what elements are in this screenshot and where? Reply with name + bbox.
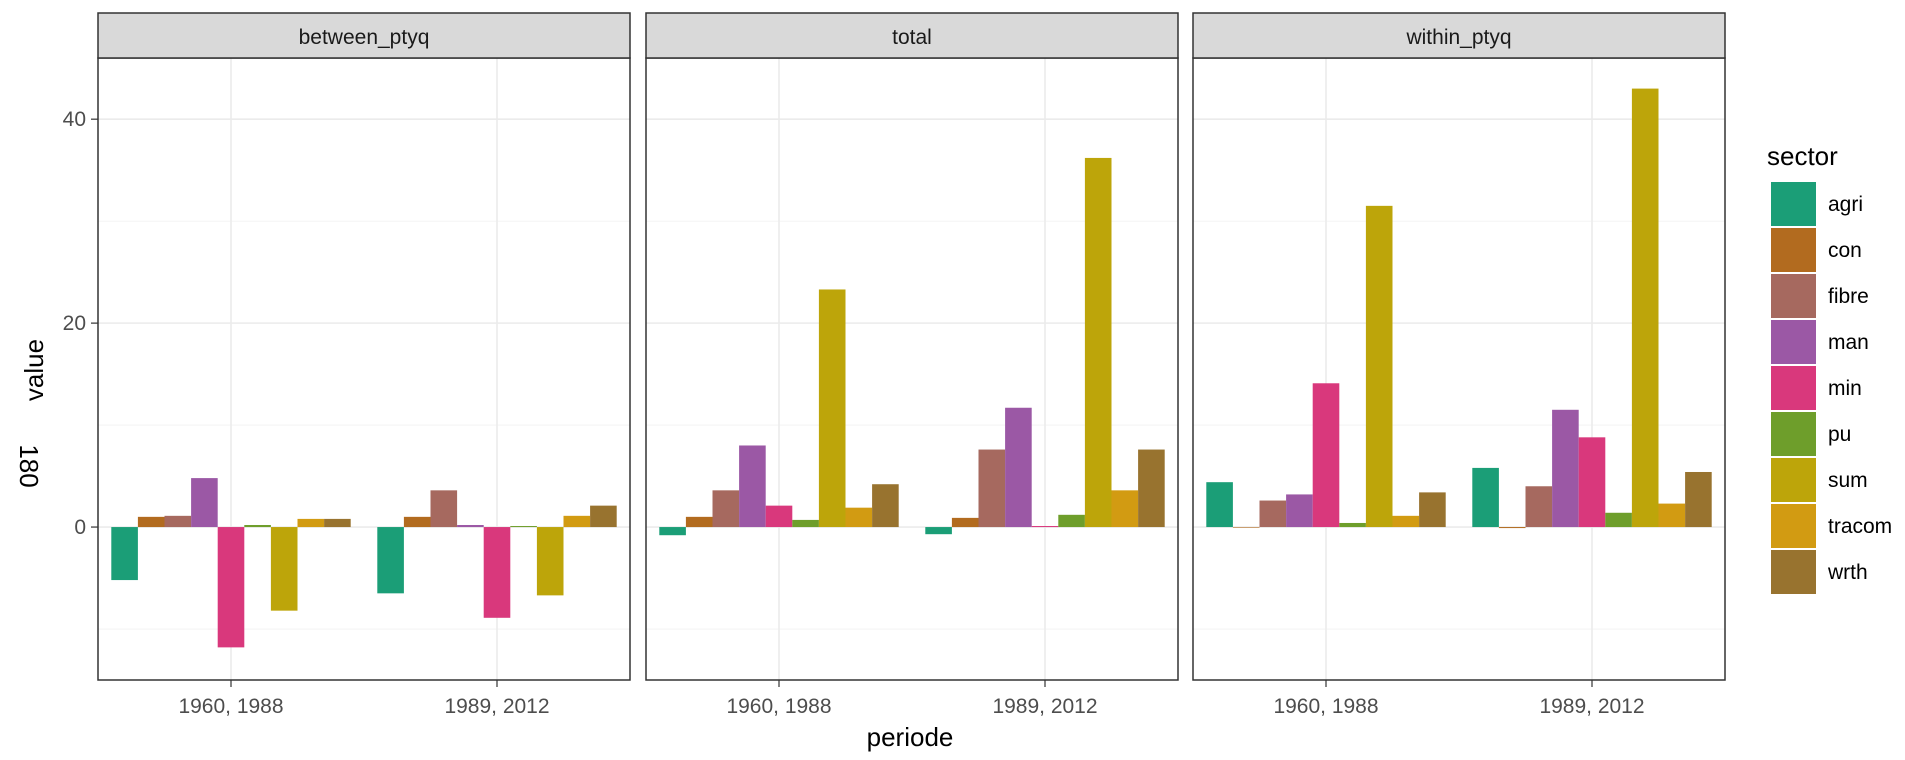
bar-between_ptyq-tracom-0: [297, 518, 325, 528]
legend-key-sum: [1771, 458, 1816, 502]
bar-within_ptyq-con-0: [1232, 527, 1260, 528]
bar-total-wrth-1: [1138, 449, 1165, 528]
legend-key-min: [1771, 366, 1816, 410]
legend-label-wrth: wrth: [1827, 561, 1868, 584]
x-tick-label: 1960, 1988: [178, 695, 283, 718]
legend-key-man: [1771, 320, 1816, 364]
bar-between_ptyq-min-1: [483, 527, 511, 618]
bar-within_ptyq-pu-1: [1605, 512, 1632, 528]
x-tick-label: 1960, 1988: [726, 695, 831, 718]
x-tick-label: 1960, 1988: [1273, 695, 1378, 718]
bar-within_ptyq-agri-1: [1472, 467, 1499, 528]
bar-within_ptyq-fibre-1: [1525, 486, 1553, 528]
legend-title: sector: [1767, 141, 1838, 171]
bar-within_ptyq-man-1: [1552, 409, 1579, 528]
facet-label: between_ptyq: [299, 26, 430, 49]
bar-total-tracom-1: [1111, 490, 1139, 528]
bar-between_ptyq-min-0: [217, 527, 245, 648]
legend-key-pu: [1771, 412, 1816, 456]
bar-total-fibre-1: [978, 449, 1006, 528]
legend-key-fibre: [1771, 274, 1816, 318]
bar-between_ptyq-wrth-1: [590, 505, 617, 528]
bar-within_ptyq-tracom-1: [1658, 503, 1686, 528]
bar-between_ptyq-fibre-1: [430, 490, 458, 528]
legend-key-tracom: [1771, 504, 1816, 548]
facet-label: within_ptyq: [1405, 26, 1511, 49]
bar-between_ptyq-sum-0: [270, 527, 298, 611]
bar-between_ptyq-man-1: [457, 525, 484, 528]
bar-within_ptyq-sum-0: [1365, 205, 1393, 528]
bar-total-agri-0: [659, 527, 686, 536]
legend-key-wrth: [1771, 550, 1816, 594]
y-tick-label: 40: [63, 108, 86, 131]
bar-between_ptyq-sum-1: [536, 527, 564, 596]
bar-total-con-0: [685, 516, 713, 528]
bar-between_ptyq-fibre-0: [164, 515, 192, 528]
bar-total-pu-0: [792, 519, 819, 528]
bar-between_ptyq-pu-0: [244, 525, 271, 528]
y-tick-label: 20: [63, 312, 86, 335]
bar-within_ptyq-man-0: [1286, 494, 1313, 528]
bar-total-sum-0: [818, 289, 846, 528]
facet-label: total: [892, 26, 932, 49]
bar-within_ptyq-pu-0: [1339, 522, 1366, 528]
y-tick-label: 0: [74, 516, 86, 539]
y-axis-title: value: [19, 339, 49, 401]
x-tick-label: 1989, 2012: [1539, 695, 1644, 718]
bar-total-pu-1: [1058, 514, 1085, 528]
bar-between_ptyq-con-0: [137, 516, 165, 528]
bar-between_ptyq-con-1: [403, 516, 431, 528]
bar-within_ptyq-tracom-0: [1392, 515, 1420, 528]
bar-within_ptyq-wrth-0: [1419, 492, 1446, 528]
bar-total-man-0: [739, 445, 766, 528]
bar-between_ptyq-agri-1: [377, 527, 404, 594]
x-axis-title: periode: [867, 722, 954, 752]
bar-total-tracom-0: [845, 507, 873, 528]
bar-within_ptyq-min-1: [1578, 437, 1606, 528]
bar-between_ptyq-man-0: [191, 478, 218, 528]
bar-between_ptyq-tracom-1: [563, 515, 591, 528]
bar-total-agri-1: [925, 527, 952, 535]
bar-total-fibre-0: [712, 490, 740, 528]
bar-between_ptyq-agri-0: [111, 527, 138, 581]
bar-total-man-1: [1005, 407, 1032, 528]
legend-label-agri: agri: [1828, 193, 1863, 216]
bar-within_ptyq-min-0: [1312, 383, 1340, 528]
facet-strip: [645, 12, 1179, 59]
bar-total-sum-1: [1084, 157, 1112, 528]
bar-between_ptyq-pu-1: [510, 526, 537, 528]
bar-within_ptyq-fibre-0: [1259, 500, 1287, 528]
legend-label-con: con: [1828, 239, 1862, 262]
legend-label-fibre: fibre: [1828, 285, 1869, 308]
bar-total-wrth-0: [872, 484, 899, 528]
bar-between_ptyq-wrth-0: [324, 518, 351, 528]
side-annotation: 180: [14, 444, 44, 487]
bar-total-min-1: [1031, 526, 1059, 528]
legend-label-man: man: [1828, 331, 1869, 354]
legend-key-agri: [1771, 182, 1816, 226]
legend-label-sum: sum: [1828, 469, 1868, 492]
bar-within_ptyq-wrth-1: [1685, 471, 1712, 528]
x-tick-label: 1989, 2012: [992, 695, 1097, 718]
bar-total-con-1: [951, 517, 979, 528]
facet-strip: [97, 12, 631, 59]
legend-label-tracom: tracom: [1828, 515, 1892, 538]
bar-total-min-0: [765, 505, 793, 528]
legend-label-min: min: [1828, 377, 1862, 400]
legend-label-pu: pu: [1828, 423, 1851, 446]
bar-within_ptyq-sum-1: [1631, 88, 1659, 528]
bar-within_ptyq-agri-0: [1206, 482, 1233, 528]
bar-within_ptyq-con-1: [1498, 527, 1526, 529]
facet-strip: [1192, 12, 1726, 59]
x-tick-label: 1989, 2012: [444, 695, 549, 718]
legend-key-con: [1771, 228, 1816, 272]
